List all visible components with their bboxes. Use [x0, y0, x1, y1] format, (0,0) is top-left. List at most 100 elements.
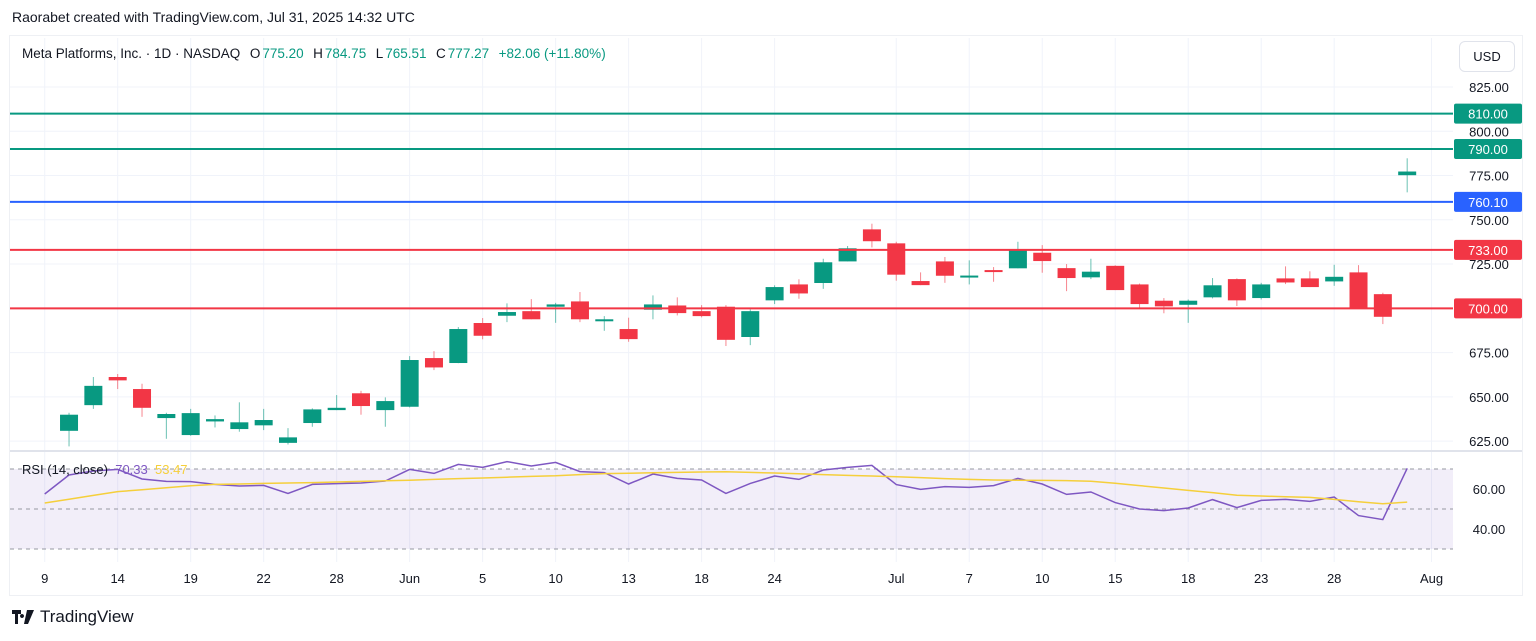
- rsi-ma-line: [44, 471, 1408, 505]
- rsi-legend: RSI (14, close) 70.33 53.47: [22, 462, 188, 477]
- candle-body: [1203, 285, 1222, 298]
- candle: [473, 318, 492, 340]
- time-axis-label: 14: [110, 571, 124, 586]
- candle-body: [1300, 278, 1319, 288]
- candle-body: [400, 360, 419, 407]
- candle: [279, 428, 297, 445]
- candle: [862, 223, 881, 248]
- level-label: 733.00: [1468, 243, 1508, 258]
- price-axis-label: 825.00: [1469, 80, 1509, 95]
- candle: [1276, 266, 1295, 285]
- candle-body: [984, 270, 1003, 273]
- rsi-value: 70.33: [115, 462, 148, 477]
- candle-body: [1325, 276, 1344, 282]
- candle-body: [1179, 300, 1198, 305]
- symbol-title[interactable]: Meta Platforms, Inc. · 1D · NASDAQ: [22, 46, 241, 61]
- price-axis-label: 625.00: [1469, 434, 1509, 449]
- candle-body: [862, 229, 881, 242]
- close-value: 777.27: [447, 46, 490, 61]
- chart-credit: Raorabet created with TradingView.com, J…: [12, 9, 415, 25]
- time-axis-label: 5: [479, 571, 486, 586]
- time-axis-label: 28: [1327, 571, 1341, 586]
- candle-body: [449, 329, 468, 364]
- candle: [1154, 298, 1173, 314]
- candle-body: [765, 287, 784, 301]
- price-axis-label: 800.00: [1469, 124, 1509, 139]
- candle-body: [376, 401, 395, 411]
- candle-body: [570, 301, 589, 320]
- rsi-title[interactable]: RSI (14, close): [22, 462, 108, 477]
- candle-body: [716, 306, 735, 340]
- candle-body: [206, 419, 225, 422]
- candle: [911, 272, 930, 286]
- candle-body: [1373, 294, 1392, 317]
- time-axis-label: Jul: [888, 571, 905, 586]
- candle: [1203, 278, 1222, 299]
- open-value: 775.20: [262, 46, 304, 61]
- footer-brand[interactable]: TradingView: [12, 607, 134, 627]
- candle: [206, 415, 225, 428]
- candle-body: [1130, 284, 1149, 305]
- candle-body: [595, 319, 614, 322]
- symbol-legend: Meta Platforms, Inc. · 1D · NASDAQ O 775.…: [22, 46, 608, 61]
- candle: [1179, 299, 1198, 323]
- candle-body: [1227, 279, 1246, 301]
- time-axis-label: Jun: [399, 571, 420, 586]
- price-axis-label: 650.00: [1469, 390, 1509, 405]
- candle-body: [935, 261, 954, 276]
- time-axis-label: 19: [183, 571, 197, 586]
- chart-frame: [9, 35, 1523, 596]
- time-axis-label: 18: [694, 571, 708, 586]
- open-label: O: [249, 46, 261, 61]
- candle: [60, 412, 79, 447]
- candle: [327, 395, 346, 411]
- candle-body: [473, 323, 492, 336]
- level-label-box: [1454, 138, 1522, 159]
- candle-body: [1349, 272, 1368, 310]
- rsi-ma-value: 53.47: [155, 462, 188, 477]
- candle-body: [838, 248, 857, 262]
- candle: [741, 309, 760, 346]
- candle: [254, 408, 273, 431]
- candle-body: [789, 284, 808, 294]
- price-axis-label: 750.00: [1469, 213, 1509, 228]
- candle-body: [643, 304, 662, 310]
- candle: [789, 279, 808, 299]
- low-value: 765.51: [385, 46, 427, 61]
- candle-body: [1154, 300, 1173, 307]
- level-label-box: [1454, 298, 1522, 319]
- candle: [887, 241, 906, 281]
- candle: [838, 246, 857, 262]
- currency-button[interactable]: USD: [1459, 41, 1515, 72]
- candle: [424, 351, 443, 371]
- candle: [1057, 264, 1076, 292]
- candle-body: [1057, 268, 1076, 279]
- candle-body: [424, 358, 443, 368]
- candle-body: [911, 281, 930, 286]
- price-axis-label: 775.00: [1469, 169, 1509, 184]
- level-label: 810.00: [1468, 107, 1508, 122]
- candle: [1130, 283, 1149, 309]
- close-label: C: [436, 46, 446, 61]
- tradingview-logo-icon: [12, 610, 34, 624]
- candle-body: [1106, 265, 1125, 291]
- candle-body: [522, 311, 541, 320]
- candle-body: [108, 377, 127, 381]
- price-axis-label: 725.00: [1469, 257, 1509, 272]
- candle: [716, 305, 735, 347]
- candle-body: [279, 437, 297, 443]
- candle: [935, 256, 954, 283]
- level-label-box: [1454, 239, 1522, 260]
- candle: [230, 402, 249, 432]
- rsi-axis-label: 60.00: [1473, 482, 1506, 497]
- candle-body: [619, 329, 638, 340]
- level-label-box: [1454, 103, 1522, 124]
- time-axis-label: 15: [1108, 571, 1122, 586]
- candle-body: [230, 422, 249, 430]
- candle: [181, 408, 200, 436]
- candle-body: [814, 262, 833, 284]
- candle-body: [1398, 171, 1417, 176]
- candle: [1081, 258, 1100, 280]
- candle-body: [157, 414, 176, 419]
